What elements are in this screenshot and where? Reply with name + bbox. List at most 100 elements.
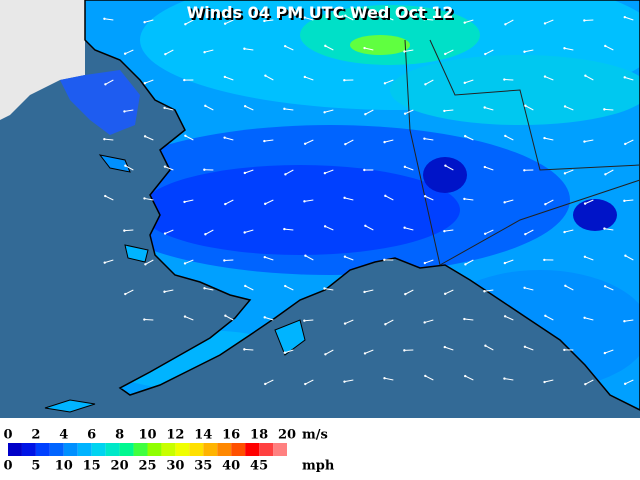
wind-arrow — [324, 288, 334, 291]
wind-arrow-head — [223, 22, 227, 25]
wind-arrow — [404, 166, 414, 171]
legend-swatch — [161, 443, 176, 456]
wind-arrow-head — [344, 142, 347, 146]
wind-arrow-head — [303, 75, 307, 79]
wind-arrow-head — [163, 290, 166, 293]
wind-arrow-head — [504, 23, 507, 26]
wind-arrow — [604, 285, 614, 291]
legend-swatch — [105, 443, 120, 456]
wind-arrow-head — [623, 320, 626, 323]
wind-arrow — [244, 48, 254, 51]
legend-ms-label: 6 — [87, 428, 96, 443]
wind-arrow-head — [444, 52, 447, 56]
legend-swatch — [217, 443, 232, 456]
wind-arrow — [264, 199, 274, 205]
wind-arrow — [524, 287, 534, 291]
wind-arrow-head — [503, 78, 506, 81]
wind-arrow-head — [524, 232, 527, 236]
wind-arrow-head — [483, 106, 486, 109]
wind-arrow — [404, 227, 414, 231]
wind-arrow-head — [523, 345, 527, 348]
wind-arrow-head — [263, 316, 266, 319]
wind-arrow-head — [304, 382, 307, 386]
wind-arrow — [504, 259, 514, 264]
wind-arrow-head — [284, 173, 287, 176]
wind-arrow — [625, 255, 634, 261]
wind-arrow-head — [143, 135, 147, 138]
wind-arrow-head — [603, 108, 606, 111]
chukotka-land — [60, 70, 140, 135]
wind-arrow — [124, 109, 134, 112]
wind-arrow-head — [503, 315, 507, 318]
wind-arrow-head — [403, 349, 406, 352]
wind-arrow — [164, 166, 174, 171]
wind-arrow-head — [303, 142, 307, 145]
wind-arrow-head — [123, 52, 127, 55]
wind-arrow-head — [503, 261, 507, 265]
legend-ms-label: 0 — [3, 428, 12, 443]
wind-arrow — [325, 45, 334, 51]
wind-arrow-head — [464, 374, 467, 378]
wind-arrow — [605, 169, 614, 175]
wind-arrow — [445, 49, 454, 55]
legend-swatch — [259, 443, 274, 456]
wind-arrow — [465, 259, 474, 265]
wind-arrow — [364, 289, 374, 293]
wind-arrow — [564, 47, 574, 51]
wind-arrow-head — [283, 227, 286, 231]
legend-mph-unit: mph — [302, 459, 335, 474]
wind-arrow-head — [123, 110, 126, 113]
wind-arrow — [305, 379, 314, 385]
wind-arrow-head — [263, 139, 266, 143]
legend: 0 2 4 6 8 10 12 14 16 18 20 m/s 0 5 10 15 20 25 30 35 40 45 mp… — [0, 418, 640, 480]
wind-arrow — [384, 377, 394, 381]
wind-arrow — [584, 199, 594, 205]
legend-mph-label: 35 — [194, 459, 212, 474]
wind-arrow-head — [543, 136, 546, 140]
wind-arrow-head — [443, 292, 447, 296]
wind-arrow-head — [543, 22, 547, 25]
wind-arrow — [105, 79, 114, 85]
legend-ms-label: 14 — [194, 428, 212, 443]
wind-arrow — [344, 319, 354, 325]
legend-swatch — [189, 443, 204, 456]
wind-arrow — [365, 109, 374, 115]
wind-arrow — [284, 45, 294, 51]
wind-arrow — [484, 289, 494, 292]
wind-arrow-head — [583, 140, 586, 143]
wind-arrow-head — [203, 287, 206, 290]
wind-arrow-head — [403, 165, 407, 169]
legend-mph-label: 25 — [138, 459, 156, 474]
wind-arrow-head — [483, 165, 487, 169]
wind-arrow-head — [183, 262, 187, 265]
wind-arrow — [164, 289, 174, 293]
legend-mph-label: 15 — [83, 459, 101, 474]
wind-arrow-head — [583, 316, 586, 319]
wind-arrow — [244, 169, 254, 174]
wind-arrow — [404, 49, 414, 52]
legend-mph-label: 0 — [3, 459, 12, 474]
wind-arrow — [585, 379, 594, 385]
wind-arrow — [624, 319, 634, 322]
wind-arrow — [525, 229, 534, 235]
wind-arrow — [544, 76, 554, 81]
legend-swatch — [147, 443, 162, 456]
wind-arrow — [504, 315, 514, 321]
wind-arrow — [244, 105, 254, 111]
wind-arrow — [604, 349, 614, 354]
wind-arrow — [585, 75, 594, 81]
wind-arrow-head — [263, 19, 266, 23]
wind-arrow-head — [104, 83, 107, 86]
wind-arrow — [424, 18, 434, 21]
wind-arrow-head — [623, 15, 626, 19]
wind-arrow-head — [323, 287, 326, 290]
wind-arrow-head — [284, 284, 287, 288]
wind-arrow — [304, 199, 314, 202]
wind-arrow-head — [303, 319, 306, 322]
wind-arrow — [624, 76, 634, 81]
wind-arrow — [504, 378, 514, 381]
wind-arrow-head — [224, 202, 227, 206]
wind-arrow — [524, 346, 534, 351]
wind-arrow — [244, 348, 254, 351]
wind-arrow-head — [323, 171, 327, 175]
